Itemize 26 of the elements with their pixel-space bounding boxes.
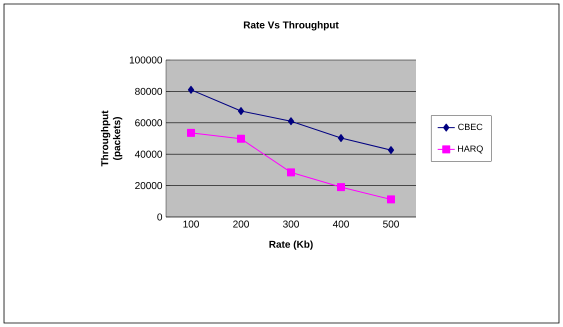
x-tick-label: 200	[233, 220, 249, 228]
point	[237, 134, 246, 143]
y-axis-title: Throughput (packets)	[100, 110, 122, 166]
point	[388, 146, 394, 154]
point	[187, 128, 196, 137]
point	[287, 168, 295, 176]
point	[386, 195, 395, 204]
point	[338, 134, 344, 142]
y-tick-label: 20000	[135, 182, 162, 190]
legend-label: HARQ	[458, 145, 483, 154]
legend-label: CBEC	[458, 124, 482, 130]
point	[238, 107, 244, 116]
x-tick-label: 500	[383, 220, 399, 228]
x-tick-label: 400	[332, 220, 349, 228]
y-tick-label: 0	[157, 213, 162, 221]
y-tick-label: 100000	[130, 56, 162, 64]
y-tick-label: 80000	[135, 88, 162, 95]
point	[337, 183, 345, 192]
y-tick-label: 40000	[134, 150, 162, 158]
x-tick-label: 300	[283, 220, 299, 228]
x-tick-label: 100	[183, 220, 199, 228]
y-tick-label: 60000	[135, 119, 162, 126]
chart-title: Rate Vs Throughput	[244, 21, 339, 30]
x-axis-title: Rate (Kb)	[269, 240, 313, 250]
point	[188, 86, 194, 94]
point	[288, 117, 294, 126]
